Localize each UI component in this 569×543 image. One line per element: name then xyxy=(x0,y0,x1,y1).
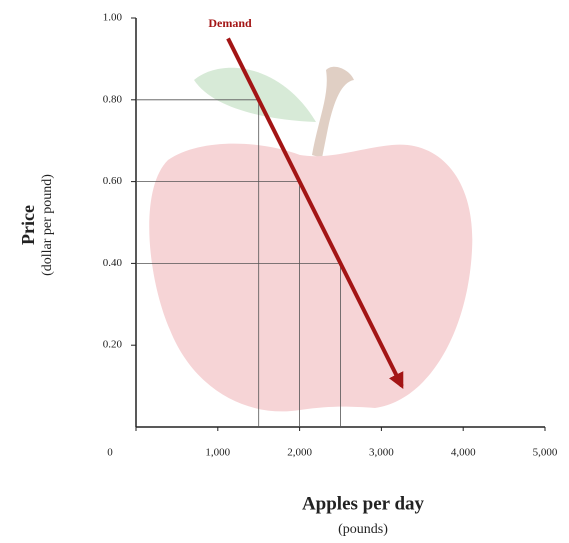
x-tick-label: 5,000 xyxy=(533,447,558,459)
x-tick-label: 3,000 xyxy=(369,447,394,459)
apple-illustration xyxy=(149,66,473,412)
y-tick-label: 0.60 xyxy=(103,175,123,187)
x-tick-label: 1,000 xyxy=(205,447,230,459)
series-label: Demand xyxy=(208,16,252,30)
y-axis-subtitle: (dollar per pound) xyxy=(40,174,55,276)
x-axis-subtitle: (pounds) xyxy=(338,522,388,537)
y-tick-label: 0.80 xyxy=(103,93,123,105)
y-tick-label: 0.20 xyxy=(103,339,123,351)
y-axis-title: Price xyxy=(18,205,38,245)
x-tick-label: 4,000 xyxy=(451,447,476,459)
y-tick-label: 0.40 xyxy=(103,257,123,269)
x-tick-label: 2,000 xyxy=(287,447,312,459)
x-tick-label: 0 xyxy=(107,447,113,459)
x-axis-title: Apples per day xyxy=(302,493,425,514)
demand-line xyxy=(226,37,404,389)
y-tick-label: 1.00 xyxy=(103,12,123,24)
